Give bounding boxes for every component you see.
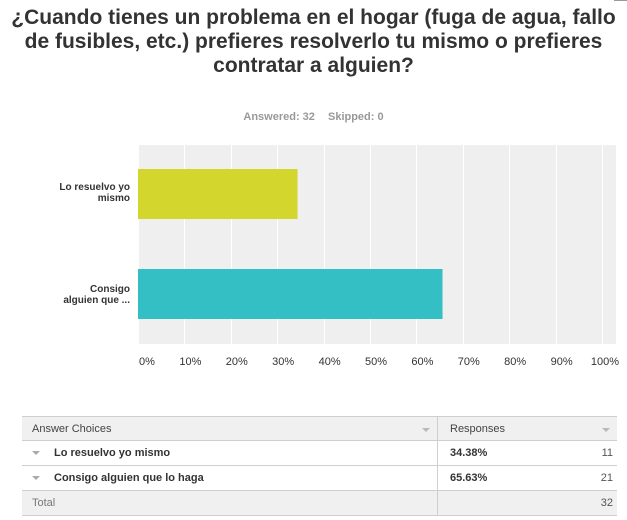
bar-chart <box>138 145 603 344</box>
x-tick-label: 30% <box>272 356 295 368</box>
category-label-1: Lo resuelvo yo mismo <box>59 182 130 204</box>
x-tick-label: 100% <box>590 356 619 368</box>
response-percent: 65.63% <box>450 472 488 484</box>
x-tick-label: 60% <box>411 356 434 368</box>
answer-table: Answer Choices Responses Lo resuelvo yo … <box>22 416 617 516</box>
answered-count: Answered: 32 <box>243 111 315 123</box>
response-percent: 34.38% <box>450 447 488 459</box>
x-tick-label: 20% <box>225 356 248 368</box>
response-count: 11 <box>601 447 613 459</box>
choice-text: Lo resuelvo yo mismo <box>54 447 171 459</box>
table-total-row: Total 32 <box>22 491 617 516</box>
x-tick-label: 70% <box>457 356 480 368</box>
x-tick-label: 50% <box>364 356 388 368</box>
x-tick-label: 40% <box>318 356 341 368</box>
expand-icon[interactable] <box>32 476 40 480</box>
bar-2[interactable] <box>138 269 443 319</box>
chart-plot-area <box>138 145 616 344</box>
sort-down-icon[interactable] <box>422 428 430 432</box>
header-responses[interactable]: Responses <box>437 417 617 440</box>
x-tick-label: 80% <box>504 356 527 368</box>
sort-down-icon[interactable] <box>602 428 610 432</box>
table-row: Lo resuelvo yo mismo 34.38% 11 <box>22 441 617 466</box>
question-title: ¿Cuando tienes un problema en el hogar (… <box>11 6 616 77</box>
expand-icon[interactable] <box>32 451 40 455</box>
x-tick-label: 10% <box>179 356 202 368</box>
total-label: Total <box>32 497 56 509</box>
category-label-2: Consigo alguien que ... <box>63 284 130 306</box>
corner-divider <box>614 0 627 1</box>
table-row: Consigo alguien que lo haga 65.63% 21 <box>22 466 617 491</box>
table-header: Answer Choices Responses <box>22 416 617 441</box>
header-answer-choices[interactable]: Answer Choices <box>22 417 437 440</box>
x-tick-label: 90% <box>550 356 573 368</box>
response-stats: Answered: 32 Skipped: 0 <box>0 111 627 123</box>
total-count: 32 <box>600 497 613 509</box>
choice-text: Consigo alguien que lo haga <box>54 472 204 484</box>
response-count: 21 <box>600 472 613 484</box>
bar-1[interactable] <box>138 169 298 219</box>
skipped-count: Skipped: 0 <box>327 111 384 123</box>
x-tick-label: 0% <box>139 356 155 368</box>
